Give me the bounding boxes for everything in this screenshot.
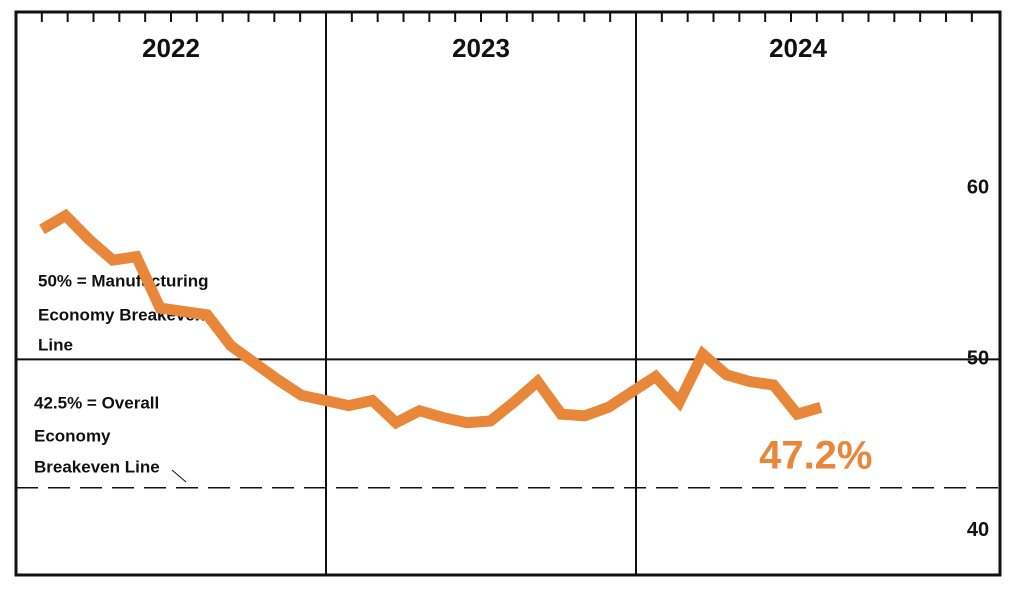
reference-note: 42.5% = Overall — [34, 393, 159, 412]
section-label: 2024 — [769, 33, 827, 63]
reference-note: Economy — [34, 426, 111, 445]
reference-note: Breakeven Line — [34, 457, 160, 476]
section-label: 2022 — [142, 33, 200, 63]
value-label: 47.2% — [759, 434, 872, 478]
data-line — [39, 208, 823, 430]
reference-note: 50% = Manufacturing — [38, 271, 209, 290]
y-tick-label: 40 — [967, 519, 989, 541]
reference-note: Line — [38, 335, 73, 354]
note-pointer — [171, 469, 187, 483]
y-tick-label: 60 — [967, 177, 989, 199]
section-label: 2023 — [452, 33, 510, 63]
frame — [14, 10, 1002, 577]
